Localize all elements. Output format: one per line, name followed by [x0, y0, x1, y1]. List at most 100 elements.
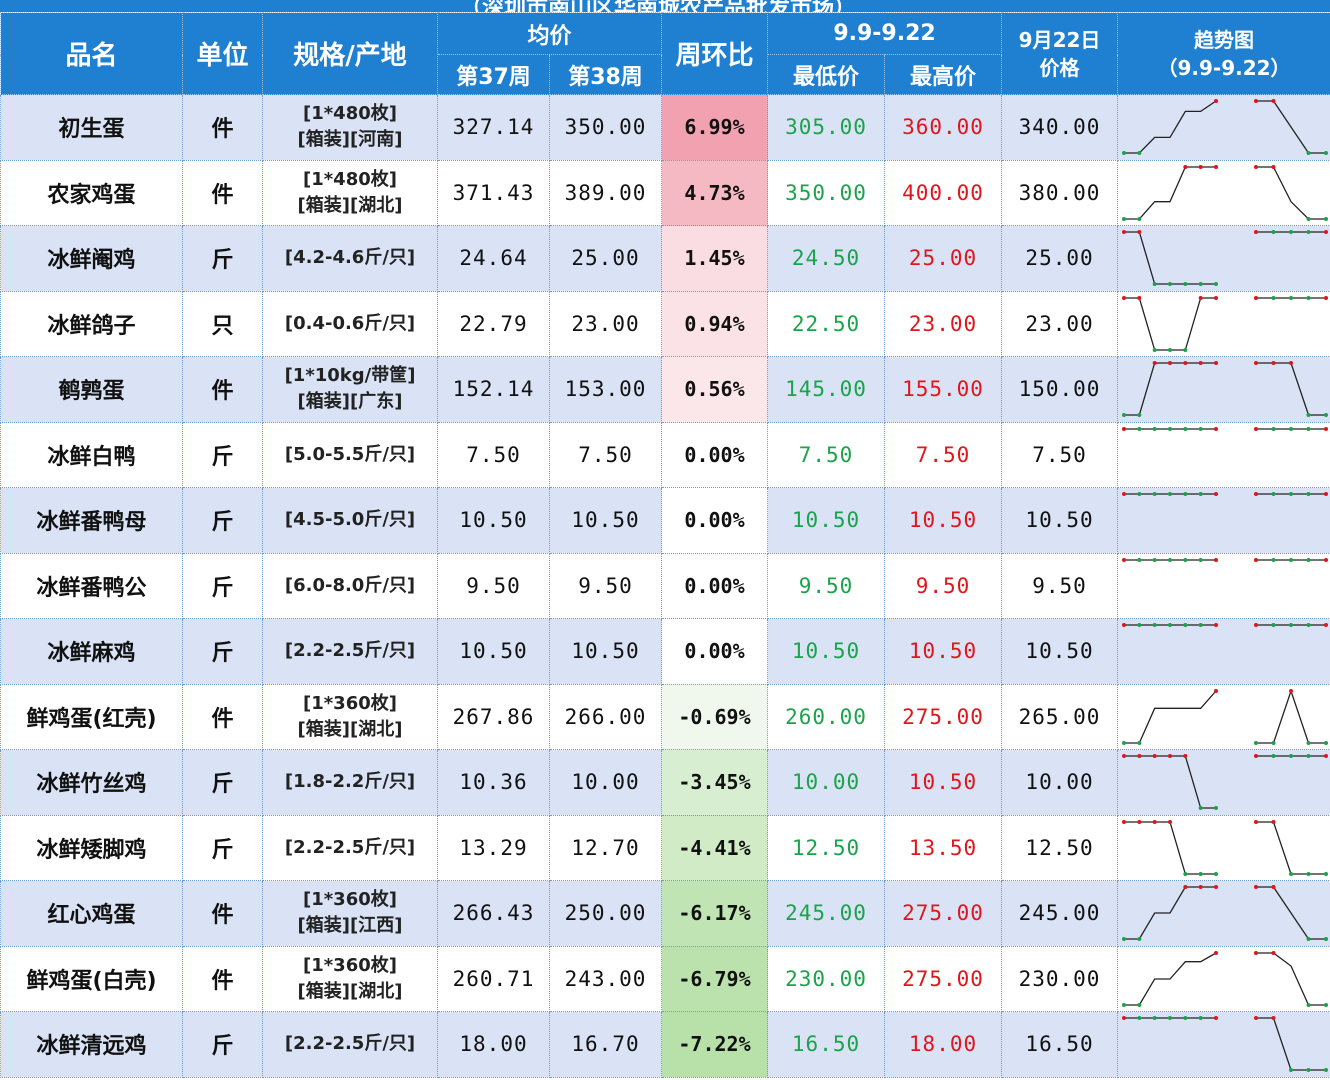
min-price: 10.00 [767, 749, 886, 816]
week-over-week: 0.56% [661, 356, 769, 423]
sparkline-recent-marker [1324, 151, 1329, 156]
table-row: 冰鲜番鸭公斤 [6.0-8.0斤/只] 9.50 9.50 0.00% 9.50 9.50 9… [0, 552, 1330, 619]
sparkline-period-line [1124, 755, 1217, 809]
unit-cell: 件 [182, 159, 263, 226]
sparkline-period-marker [1137, 1002, 1142, 1007]
price-today: 150.00 [1001, 356, 1119, 423]
sparkline-period-marker [1214, 885, 1219, 890]
trend-sparklines [1117, 945, 1330, 1012]
min-price: 145.00 [767, 356, 886, 423]
unit-cell: 斤 [182, 487, 263, 554]
price-today: 16.50 [1001, 1011, 1119, 1078]
sparkline-period-marker [1137, 937, 1142, 942]
sparkline-period-marker [1198, 885, 1203, 890]
sparkline-period-marker [1152, 361, 1157, 366]
price-today: 245.00 [1001, 880, 1119, 947]
max-price: 275.00 [884, 945, 1003, 1012]
sparkline-recent-marker [1306, 492, 1311, 497]
min-price: 305.00 [767, 94, 886, 161]
sparkline-period-line [1124, 166, 1217, 220]
sparkline-period-marker [1214, 688, 1219, 693]
sparkline-recent-marker [1254, 819, 1259, 824]
week-over-week: -7.22% [661, 1011, 769, 1078]
max-price: 155.00 [884, 356, 1003, 423]
sparkline-period-line [1124, 100, 1217, 154]
sparkline-period-marker [1137, 216, 1142, 221]
sparkline-period-marker [1137, 230, 1142, 235]
price-today: 10.50 [1001, 618, 1119, 685]
header-spec: 规格/产地 [262, 12, 438, 95]
trend-sparklines [1117, 683, 1330, 750]
sparkline-period-marker [1183, 754, 1188, 759]
sparkline-period-marker [1137, 819, 1142, 824]
sparkline-recent-marker [1254, 361, 1259, 366]
product-name: 冰鲜竹丝鸡 [0, 749, 183, 816]
trend-sparklines [1117, 814, 1330, 881]
unit-cell: 件 [182, 945, 263, 1012]
spec-line2: [箱装][广东] [297, 391, 403, 413]
sparkline-period-marker [1214, 492, 1219, 497]
unit-cell: 斤 [182, 225, 263, 292]
week-over-week: 0.94% [661, 290, 769, 357]
sparkline-period-marker [1183, 557, 1188, 562]
sparkline-recent-marker [1254, 754, 1259, 759]
table-row: 红心鸡蛋件 [1*360枚] [箱装][江西] 266.43 250.00 -6.17% 2… [0, 880, 1330, 947]
week37-avg: 18.00 [437, 1011, 550, 1078]
week38-avg: 250.00 [548, 880, 663, 947]
sparkline-recent-marker [1271, 164, 1276, 169]
sparkline-recent-line [1256, 886, 1327, 940]
product-name: 冰鲜矮脚鸡 [0, 814, 183, 881]
sparkline-recent-marker [1289, 295, 1294, 300]
sparkline-recent-marker [1271, 99, 1276, 104]
sparkline-period-marker [1122, 426, 1127, 431]
min-price: 10.50 [767, 487, 886, 554]
spec-cell: [1*360枚] [箱装][湖北] [262, 683, 438, 750]
spec-cell: [4.2-4.6斤/只] [262, 225, 438, 292]
sparkline-period-marker [1214, 99, 1219, 104]
sparkline-period-marker [1168, 347, 1173, 352]
spec-cell: [2.2-2.5斤/只] [262, 814, 438, 881]
max-price: 13.50 [884, 814, 1003, 881]
min-price: 7.50 [767, 421, 886, 488]
spec-line2: [箱装][河南] [297, 129, 403, 151]
sparkline-recent-marker [1324, 1068, 1329, 1073]
header-high: 最高价 [884, 54, 1003, 95]
table-row: 冰鲜鸽子只 [0.4-0.6斤/只] 22.79 23.00 0.94% 22.50 23.… [0, 290, 1330, 357]
trend-sparklines [1117, 552, 1330, 619]
sparkline-recent-marker [1306, 151, 1311, 156]
sparkline-period-marker [1122, 1016, 1127, 1021]
sparkline-period-marker [1122, 151, 1127, 156]
sparkline-svg [1122, 754, 1329, 811]
sparkline-period-line [1124, 297, 1217, 351]
sparkline-recent-marker [1324, 871, 1329, 876]
sparkline-period-marker [1168, 819, 1173, 824]
trend-sparklines [1117, 421, 1330, 488]
max-price: 400.00 [884, 159, 1003, 226]
sparkline-svg [1122, 426, 1329, 431]
sparkline-period-marker [1198, 295, 1203, 300]
header-date-line2: 价格 [1039, 55, 1080, 80]
sparkline-recent-marker [1254, 1016, 1259, 1021]
min-price: 12.50 [767, 814, 886, 881]
sparkline-recent-marker [1306, 1002, 1311, 1007]
sparkline-recent-line [1256, 688, 1327, 744]
unit-cell: 只 [182, 290, 263, 357]
week37-avg: 152.14 [437, 356, 550, 423]
table-row: 冰鲜清远鸡斤 [2.2-2.5斤/只] 18.00 16.70 -7.22% 16.50 1… [0, 1011, 1330, 1078]
unit-cell: 斤 [182, 749, 263, 816]
week-over-week: 0.00% [661, 487, 769, 554]
sparkline-period-marker [1152, 492, 1157, 497]
sparkline-svg [1122, 1016, 1329, 1073]
sparkline-period-marker [1214, 361, 1219, 366]
price-today: 265.00 [1001, 683, 1119, 750]
spec-line2: [箱装][湖北] [297, 980, 403, 1002]
week37-avg: 24.64 [437, 225, 550, 292]
week38-avg: 9.50 [548, 552, 663, 619]
sparkline-svg [1122, 885, 1329, 942]
sparkline-period-marker [1214, 623, 1219, 628]
sparkline-period-marker [1183, 492, 1188, 497]
sparkline-recent-marker [1324, 230, 1329, 235]
spec-cell: [2.2-2.5斤/只] [262, 618, 438, 685]
product-name: 农家鸡蛋 [0, 159, 183, 226]
max-price: 7.50 [884, 421, 1003, 488]
